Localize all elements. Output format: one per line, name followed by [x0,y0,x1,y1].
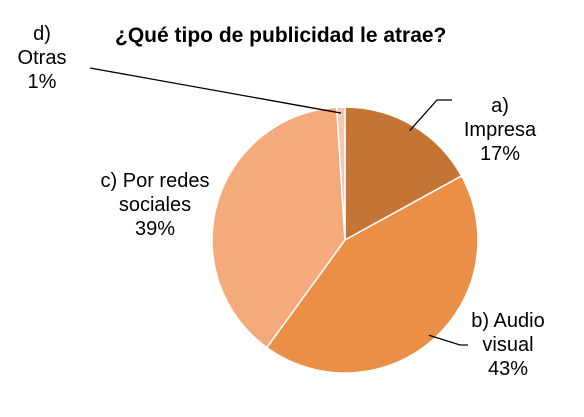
category-label: d) Otras [17,23,67,69]
slice-label: b) Audiovisual 43% [471,309,546,381]
chart-title: ¿Qué tipo de publicidad le atrae? [115,24,447,47]
pie-slice [335,106,346,241]
pie-slice [344,106,463,242]
leader-line [428,334,468,346]
pie-slice [265,174,479,374]
slice-label: d) Otras 1% [7,22,77,94]
pie-slice [211,106,346,349]
value-label: 1% [27,71,57,93]
leader-line [89,67,342,114]
value-label: 39% [134,218,176,240]
category-label: c) Por redes sociales [100,170,210,216]
slice-label: a) Impresa 17% [455,94,545,166]
slice-label: c) Por redes sociales 39% [95,169,215,241]
leader-line [409,99,452,132]
category-label: b) Audiovisual [471,310,545,356]
value-label: 43% [487,358,529,380]
value-label: 17% [479,143,521,165]
category-label: a) Impresa [463,95,537,141]
